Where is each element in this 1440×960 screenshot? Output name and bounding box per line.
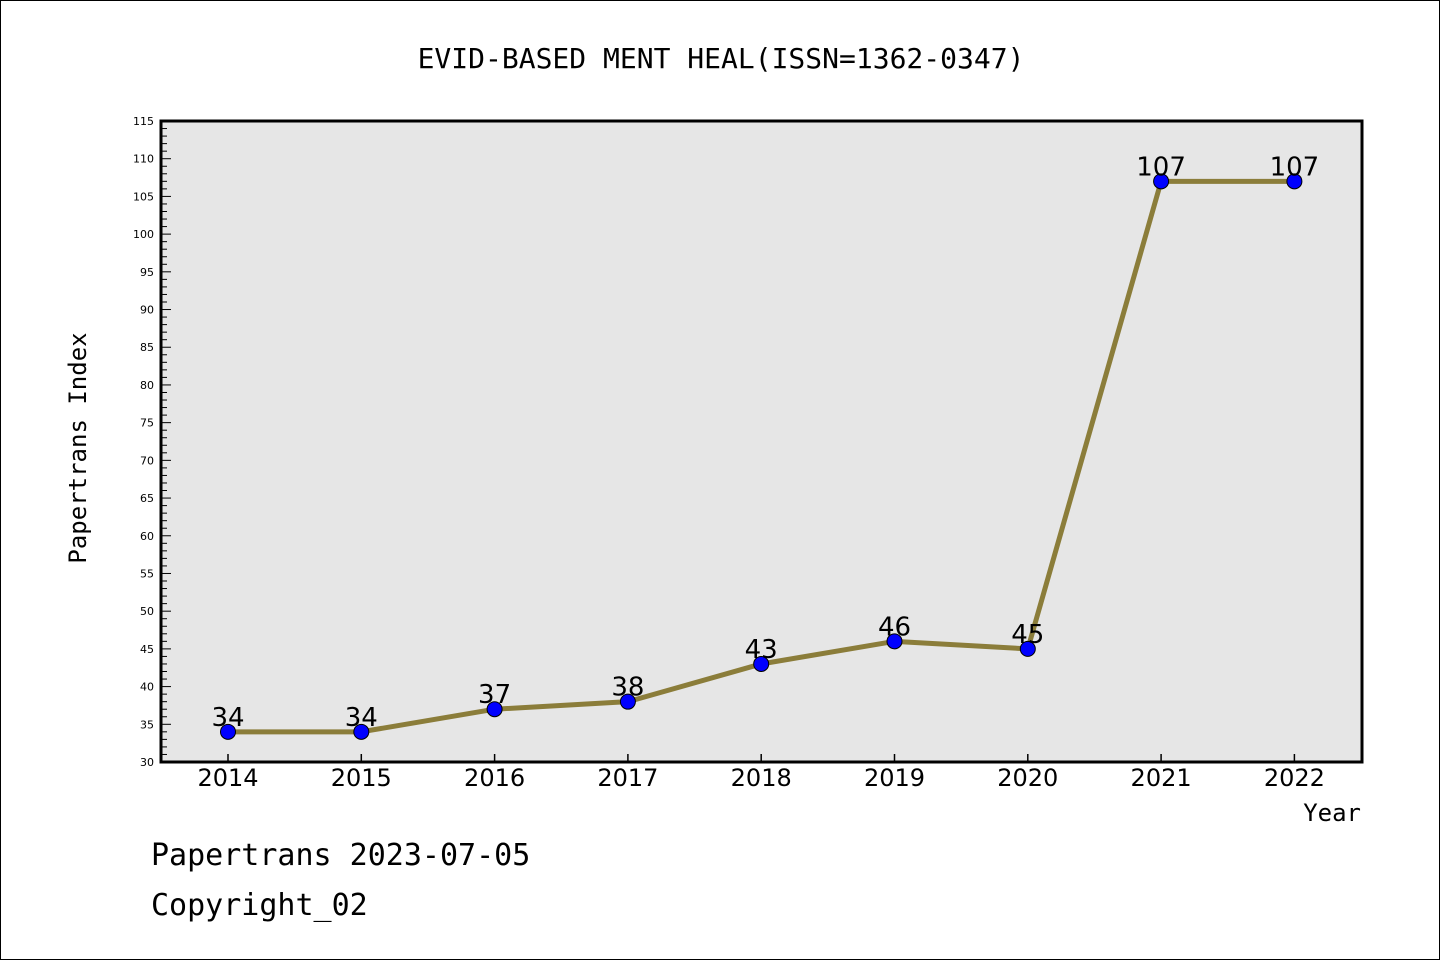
data-point	[1153, 173, 1170, 190]
chart-title: EVID-BASED MENT HEAL(ISSN=1362-0347)	[418, 42, 1025, 75]
y-tick-label: 115	[133, 115, 154, 128]
y-tick-label: 110	[133, 153, 154, 166]
data-point	[1019, 640, 1036, 657]
y-tick-label: 75	[140, 417, 154, 430]
y-tick-label: 40	[140, 681, 154, 694]
y-tick-label: 100	[133, 228, 154, 241]
footer-copyright: Copyright_02	[151, 888, 368, 923]
data-point	[353, 723, 370, 740]
data-point	[619, 693, 636, 710]
y-axis-title: Papertrans Index	[64, 332, 92, 563]
data-point	[1286, 173, 1303, 190]
y-tick-label: 80	[140, 379, 154, 392]
plot-area	[159, 119, 1364, 764]
data-point	[486, 701, 503, 718]
data-label: 107	[1270, 152, 1320, 182]
data-point	[886, 633, 903, 650]
x-axis: 2014 2015 2016 2017 2018 2019 2020 2021 2022	[197, 754, 1325, 792]
data-label: 107	[1136, 152, 1186, 182]
y-tick-label: 65	[140, 492, 154, 505]
data-label: 46	[878, 612, 911, 642]
series-line: 34 34 37 38 43 46 45 107 107	[211, 152, 1320, 740]
data-label: 34	[211, 703, 244, 733]
data-label: 37	[478, 680, 511, 710]
data-label: 43	[745, 635, 778, 665]
y-tick-label: 85	[140, 341, 154, 354]
data-label: 38	[611, 673, 644, 703]
y-tick-label: 50	[140, 605, 154, 618]
x-tick-label: 2018	[731, 764, 792, 792]
data-point	[220, 723, 236, 740]
y-tick-label: 95	[140, 266, 154, 279]
y-axis: 30 35 40 45 50 55 60 65 70 75 80 85 90 95 100 105 110 115	[133, 115, 171, 769]
y-tick-label: 105	[133, 190, 154, 203]
x-tick-label: 2014	[197, 764, 258, 792]
x-tick-label: 2020	[997, 764, 1058, 792]
y-tick-label: 90	[140, 304, 154, 317]
x-tick-label: 2019	[864, 764, 925, 792]
x-axis-title: Year	[1303, 799, 1361, 827]
y-tick-label: 55	[140, 567, 154, 580]
x-tick-label: 2017	[597, 764, 658, 792]
x-tick-label: 2021	[1131, 764, 1192, 792]
x-tick-label: 2016	[464, 764, 525, 792]
x-tick-label: 2015	[331, 764, 392, 792]
x-tick-label: 2022	[1264, 764, 1325, 792]
y-tick-label: 60	[140, 530, 154, 543]
data-point	[753, 655, 770, 672]
data-label: 34	[345, 703, 378, 733]
y-tick-label: 35	[140, 718, 154, 731]
y-tick-label: 70	[140, 454, 154, 467]
footer-date: Papertrans 2023-07-05	[151, 838, 530, 873]
data-label: 45	[1011, 620, 1044, 650]
y-tick-label: 45	[140, 643, 154, 656]
y-tick-label: 30	[140, 756, 154, 769]
